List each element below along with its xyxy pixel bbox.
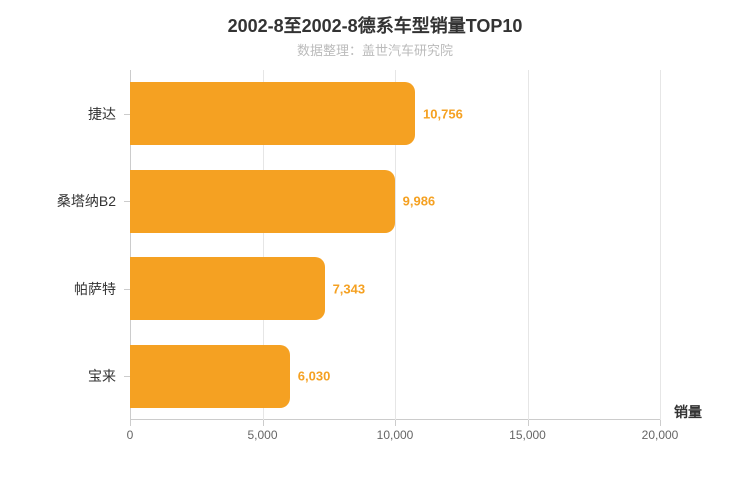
x-tick-mark: [395, 420, 396, 426]
grid-line: [528, 70, 529, 420]
plot-area: 销量 05,00010,00015,00020,00010,756捷达9,986…: [130, 70, 660, 450]
y-tick-mark: [124, 376, 130, 377]
bar-value-label: 6,030: [298, 369, 331, 384]
category-label: 帕萨特: [74, 279, 116, 299]
y-tick-mark: [124, 114, 130, 115]
bar-value-label: 10,756: [423, 106, 463, 121]
x-tick-label: 20,000: [642, 428, 679, 442]
bar-value-label: 7,343: [333, 281, 366, 296]
chart-title: 2002-8至2002-8德系车型销量TOP10: [0, 12, 750, 38]
bar: 10,756捷达: [130, 82, 415, 145]
x-tick-mark: [263, 420, 264, 426]
x-tick-mark: [130, 420, 131, 426]
x-axis-title: 销量: [674, 402, 702, 422]
y-tick-mark: [124, 289, 130, 290]
x-tick-label: 15,000: [509, 428, 546, 442]
x-tick-label: 10,000: [377, 428, 414, 442]
category-label: 捷达: [88, 104, 116, 124]
bar: 7,343帕萨特: [130, 257, 325, 320]
y-tick-mark: [124, 201, 130, 202]
category-label: 桑塔纳B2: [57, 191, 116, 211]
bar: 6,030宝来: [130, 345, 290, 408]
x-tick-label: 0: [127, 428, 134, 442]
category-label: 宝来: [88, 366, 116, 386]
bar: 9,986桑塔纳B2: [130, 170, 395, 233]
x-tick-mark: [660, 420, 661, 426]
x-tick-label: 5,000: [247, 428, 277, 442]
bar-value-label: 9,986: [403, 194, 436, 209]
chart-subtitle: 数据整理：盖世汽车研究院: [0, 40, 750, 59]
x-tick-mark: [528, 420, 529, 426]
grid-line: [660, 70, 661, 420]
chart-container: 2002-8至2002-8德系车型销量TOP10 数据整理：盖世汽车研究院 销量…: [0, 0, 750, 500]
